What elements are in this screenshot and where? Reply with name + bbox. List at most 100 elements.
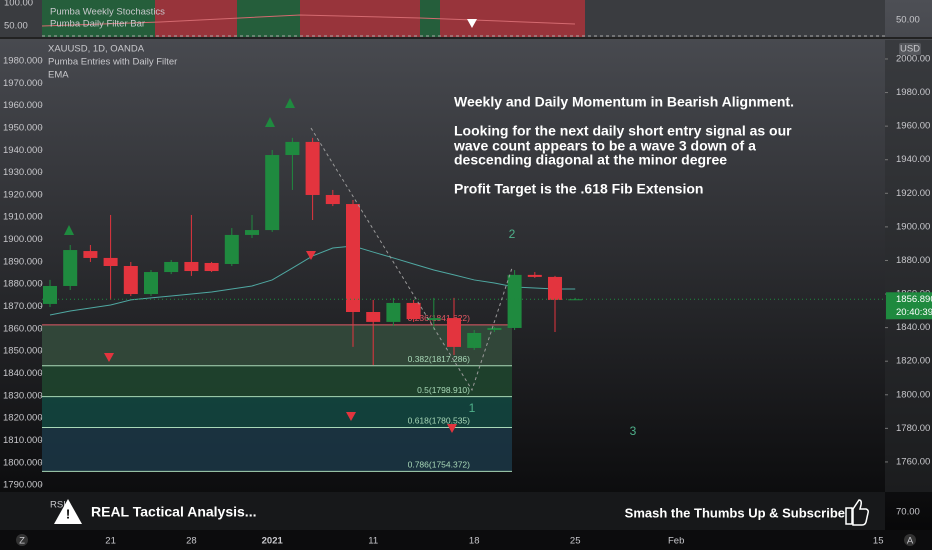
top-pane-subtitle: Pumba Daily Filter Bar (50, 19, 145, 30)
y2-tick-label: 1920.000 (3, 189, 43, 200)
stochastic-signal (467, 19, 477, 28)
x-tick-label: Feb (668, 536, 684, 547)
y2-tick-label: 1970.000 (3, 78, 43, 89)
wave-label: 3 (630, 424, 637, 438)
y-tick-label: 2000.00 (896, 53, 930, 64)
y2-tick-label: 1910.000 (3, 212, 43, 223)
countdown: 20:40:39 (896, 307, 932, 318)
ema-name: EMA (48, 70, 69, 81)
annotation: wave count appears to be a wave 3 down o… (453, 138, 756, 154)
y2-tick-label: 1840.000 (3, 368, 43, 379)
bottom-left-text: REAL Tactical Analysis... (91, 504, 256, 520)
price-axis (885, 40, 932, 492)
candle-body (406, 302, 421, 320)
candle-body (366, 312, 381, 322)
fib-zone (42, 427, 512, 472)
annotation: Looking for the next daily short entry s… (454, 123, 792, 139)
rsi-label: RSI (50, 500, 66, 511)
last-price-label: 1856.890 (896, 294, 932, 305)
symbol: XAUUSD, 1D, OANDA (48, 44, 145, 55)
fib-zone (42, 396, 512, 428)
candle-body (527, 274, 542, 277)
candle-body (43, 285, 57, 304)
candle-body (144, 272, 158, 295)
x-tick-label: 18 (469, 536, 480, 547)
y2-tick-label: 1820.000 (3, 413, 43, 424)
candle-body (467, 332, 482, 348)
candle-body (184, 261, 199, 272)
annotation: descending diagonal at the minor degree (454, 152, 727, 168)
wave-label: 1 (469, 401, 476, 415)
candle-body (103, 257, 118, 266)
y2-tick-label: 1980.000 (3, 55, 43, 66)
y-tick-label: 1880.00 (896, 255, 930, 266)
candle-body (305, 141, 320, 195)
y-tick-label: 1920.00 (896, 188, 930, 199)
y-tick-label: 1760.00 (896, 456, 930, 467)
y2-tick-label: 1810.000 (3, 435, 43, 446)
annotation: Weekly and Daily Momentum in Bearish Ali… (454, 94, 794, 110)
zoom-button[interactable] (16, 534, 28, 546)
x-tick-label: 25 (570, 536, 581, 547)
stochastic-line (41, 14, 576, 27)
x-tick-label: 15 (873, 536, 884, 547)
wave-label: 2 (509, 227, 516, 241)
last-price-box (886, 292, 932, 320)
fib-label: 0.786(1754.372) (408, 460, 471, 470)
auto-label: A (907, 536, 914, 547)
y2-tick-label: 1950.000 (3, 122, 43, 133)
candle-body (346, 204, 360, 313)
y-tick-label: 1840.00 (896, 322, 930, 333)
y-tick-label: 1800.00 (896, 389, 930, 400)
y-tick-label: 1780.00 (896, 423, 930, 434)
y2-tick-label: 1860.000 (3, 323, 43, 334)
y-tick-label: 1900.00 (896, 221, 930, 232)
y-tick-label: 1820.00 (896, 356, 930, 367)
candle-body (204, 262, 219, 272)
y-tick-label: 1980.00 (896, 87, 930, 98)
wave-path (310, 127, 513, 392)
warning-icon (54, 499, 82, 524)
candle-body (426, 318, 441, 321)
y2-tick-label: 1880.000 (3, 279, 43, 290)
fib-zone (42, 365, 512, 397)
candle-body (487, 327, 502, 330)
auto-button[interactable] (904, 534, 916, 546)
indicator-name: Pumba Entries with Daily Filter (48, 57, 177, 68)
bottom-right-text: Smash the Thumbs Up & Subscribe (625, 505, 845, 520)
fib-label: 0.5(1798.910) (417, 385, 470, 395)
top-left-tick: 100.00 (4, 0, 33, 9)
top-left-tick: 50.00 (4, 21, 28, 32)
candle-body (548, 276, 562, 300)
x-tick-label: 21 (105, 536, 116, 547)
candle-body (285, 141, 300, 156)
y2-tick-label: 1800.000 (3, 457, 43, 468)
fib-label: 0.618(1780.535) (408, 416, 471, 426)
candle-body (325, 194, 340, 205)
time-axis (0, 530, 932, 550)
currency-box[interactable] (899, 43, 921, 55)
currency: USD (900, 44, 920, 55)
x-tick-label: 28 (186, 536, 197, 547)
candle-body (164, 261, 179, 273)
bottom-right-tick: 70.00 (896, 507, 920, 518)
candle-body (63, 250, 78, 286)
candle-body (245, 230, 259, 235)
top-right-tick: 50.00 (896, 15, 920, 26)
x-tick-label: 11 (368, 536, 378, 547)
y2-tick-label: 1960.000 (3, 100, 43, 111)
y2-tick-label: 1940.000 (3, 145, 43, 156)
y2-tick-label: 1790.000 (3, 480, 43, 491)
top-pane-title: Pumba Weekly Stochastics (50, 7, 165, 18)
candle-body (386, 302, 401, 322)
filter-bar (42, 0, 585, 37)
thumbs-up-icon[interactable] (845, 499, 869, 526)
candle-body (447, 318, 461, 347)
y2-tick-label: 1830.000 (3, 390, 43, 401)
candle-body (224, 234, 239, 264)
y2-tick-label: 1870.000 (3, 301, 43, 312)
candle-body (83, 251, 98, 258)
bottom-pane (0, 492, 885, 530)
